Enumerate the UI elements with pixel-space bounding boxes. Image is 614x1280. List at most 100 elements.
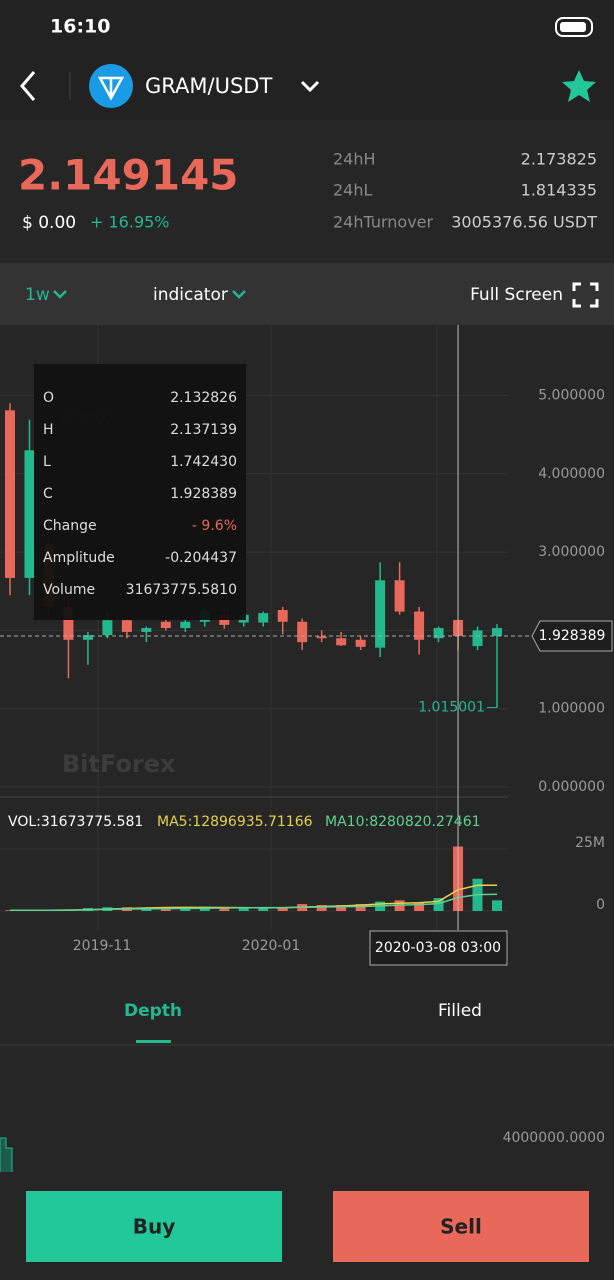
volume-bar <box>199 907 210 911</box>
candle-body <box>355 639 366 647</box>
tooltip-value: 1.742430 <box>170 454 237 470</box>
candle-body <box>141 628 152 632</box>
volume-bar <box>355 904 366 911</box>
vol-tick-label: 25M <box>575 835 605 851</box>
candle-body <box>336 638 347 646</box>
candle-body <box>121 620 132 632</box>
ma5-legend: MA5:12896935.71166 <box>157 814 313 830</box>
indicator-arrow <box>232 290 246 299</box>
candle-body <box>394 580 405 612</box>
tooltip-value: 2.137139 <box>170 422 237 438</box>
tooltip-label: H <box>43 422 54 438</box>
last-price-label: 1.928389 <box>539 628 606 644</box>
pair-name[interactable]: GRAM/USDT <box>145 74 272 98</box>
tooltip-value: -0.204437 <box>165 550 237 566</box>
candle-body <box>82 635 93 640</box>
candle-body <box>24 450 35 578</box>
y-tick-label: 5.000000 <box>538 387 605 403</box>
vol-legend: VOL:31673775.581 <box>8 814 143 830</box>
fullscreen-icon <box>572 282 599 308</box>
tooltip-label: C <box>43 486 53 502</box>
vol-tick-label: 0 <box>596 897 605 913</box>
tooltip-value: - 9.6% <box>192 518 237 534</box>
volume-bar <box>219 908 230 911</box>
stat-label: 24hL <box>333 181 373 200</box>
candle-body <box>316 636 327 639</box>
plot: 0.0000001.0000002.0000003.0000004.000000… <box>0 325 613 930</box>
status-time: 16:10 <box>50 16 110 38</box>
y-tick-label: 3.000000 <box>538 544 605 560</box>
depth-axis-label: 4000000.0000 <box>503 1130 605 1146</box>
usd-price: $ 0.00 <box>22 213 76 233</box>
back-button[interactable] <box>20 71 36 101</box>
y-tick-label: 0.000000 <box>538 779 605 795</box>
tooltip-label: Volume <box>43 582 95 598</box>
tab-indicator <box>136 1040 171 1043</box>
candle-body <box>5 410 15 578</box>
watermark-text: BitForex <box>62 750 176 778</box>
tab-filled[interactable]: Filled <box>438 1001 482 1021</box>
volume-bar <box>492 900 502 911</box>
low-annotation: 1.015001 <box>418 700 485 716</box>
indicator[interactable]: indicator <box>153 285 228 305</box>
y-tick-label: 4.000000 <box>538 466 605 482</box>
crosshair-label: 2020-03-08 03:00 <box>375 940 501 956</box>
stat-label: 24hH <box>333 150 376 169</box>
sell-label: Sell <box>440 1215 482 1239</box>
candle-body <box>492 628 502 636</box>
y-tick-label: 1.000000 <box>538 701 605 717</box>
tooltip-label: O <box>43 390 54 406</box>
candle-body <box>160 621 171 629</box>
stat-value: 2.173825 <box>521 150 597 169</box>
x-label: 2020-01 <box>242 938 301 954</box>
battery-level <box>560 22 586 32</box>
volume-bar <box>277 907 288 911</box>
candle-body <box>414 611 425 640</box>
x-label: 2019-11 <box>73 938 132 954</box>
watermark: BitForex <box>62 750 176 778</box>
stat-label: 24hTurnover <box>333 213 434 232</box>
tooltip-box <box>34 364 246 620</box>
candle-body <box>433 628 444 639</box>
favorite-star[interactable] <box>562 70 596 102</box>
stat-value: 1.814335 <box>521 181 597 200</box>
sell-button[interactable] <box>333 1191 589 1262</box>
candle-body <box>375 580 386 648</box>
candle-body <box>63 606 74 640</box>
stat-value: 3005376.56 USDT <box>451 213 597 232</box>
candle-body <box>472 630 483 647</box>
tab-depth[interactable]: Depth <box>124 1001 182 1021</box>
interval-arrow <box>53 290 67 299</box>
candle-body <box>258 613 269 623</box>
tooltip-label: Change <box>43 518 97 534</box>
volume-bar <box>238 908 249 911</box>
volume-bar <box>433 898 444 911</box>
battery <box>555 17 593 37</box>
buy-button[interactable] <box>26 1191 282 1262</box>
buy-label: Buy <box>133 1215 176 1239</box>
tooltip-value: 1.928389 <box>170 486 237 502</box>
toolbar <box>0 263 614 325</box>
pair-dropdown[interactable] <box>300 80 320 93</box>
tooltip-value: 31673775.5810 <box>126 582 237 598</box>
candle-body <box>180 621 191 629</box>
price-change: + 16.95% <box>90 213 170 232</box>
ma-line <box>10 893 498 912</box>
last-price: 2.149145 <box>18 151 239 200</box>
coin-logo-mark <box>97 76 125 101</box>
tooltip-label: L <box>43 454 51 470</box>
interval[interactable]: 1w <box>25 285 50 305</box>
depth-area <box>0 1137 13 1172</box>
fullscreen[interactable]: Full Screen <box>470 285 563 305</box>
volume-bar <box>414 902 425 911</box>
candle-body <box>277 610 288 622</box>
ma10-legend: MA10:8280820.27461 <box>325 814 481 830</box>
volume-bar <box>316 905 327 911</box>
tooltip-value: 2.132826 <box>170 390 237 406</box>
crosshair-label-box <box>369 930 508 966</box>
candle-body <box>102 620 113 636</box>
last-price-box <box>531 620 613 652</box>
candle-body <box>297 621 308 643</box>
tooltip-label: Amplitude <box>43 550 115 566</box>
